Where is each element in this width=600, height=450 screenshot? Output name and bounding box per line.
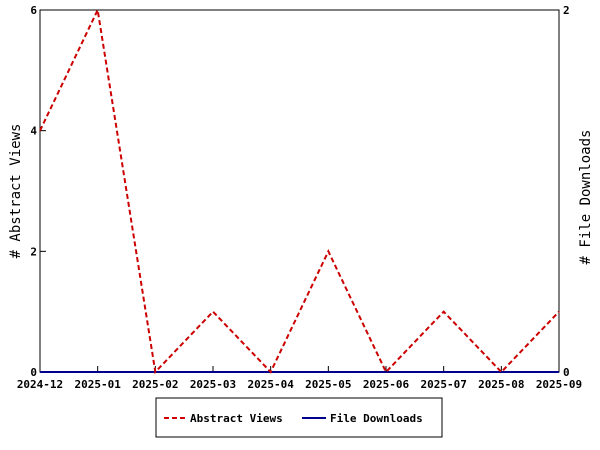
right-y-tick-label: 0 [563,366,570,379]
x-tick-label: 2025-06 [363,378,410,391]
x-tick-label: 2025-09 [536,378,582,391]
left-y-tick-label: 2 [30,245,37,258]
series-line-abstract-views [39,6,560,375]
right-y-tick-label: 2 [563,4,570,17]
left-y-tick-label: 6 [30,4,37,17]
x-tick-label: 2025-08 [478,378,524,391]
legend-box [155,397,443,438]
x-tick-label: 2025-04 [247,378,294,391]
x-axis: 2024-12 2025-01 2025-02 2025-03 2025-04 2025-… [17,366,582,391]
x-tick-label: 2024-12 [17,378,63,391]
left-y-tick-label: 4 [30,125,37,138]
x-tick-label: 2025-01 [74,378,121,391]
legend-label-abstract-views: Abstract Views [190,412,283,425]
legend: Abstract Views File Downloads [155,397,443,438]
x-tick-label: 2025-02 [132,378,178,391]
x-tick-label: 2025-07 [420,378,466,391]
left-y-tick-label: 0 [30,366,37,379]
left-y-axis-title: # Abstract Views [8,124,24,259]
x-tick-label: 2025-05 [305,378,351,391]
series-layer [39,6,560,375]
x-tick-label: 2025-03 [190,378,236,391]
right-y-axis-title: # File Downloads [578,130,594,265]
plot-area [39,9,560,373]
legend-label-file-downloads: File Downloads [330,412,423,425]
